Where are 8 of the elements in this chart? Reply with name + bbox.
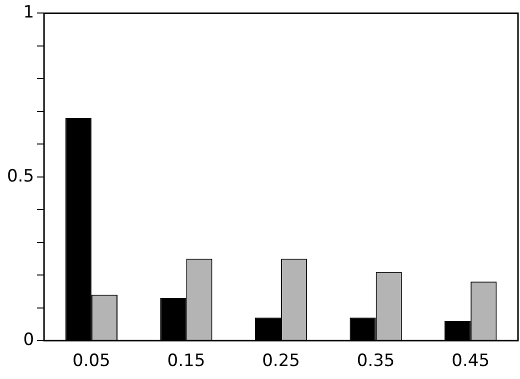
x-tick-label: 0.25 bbox=[262, 351, 300, 372]
y-tick-label: 1 bbox=[23, 2, 34, 23]
x-tick-label: 0.15 bbox=[167, 351, 206, 372]
y-tick-label: 0 bbox=[23, 330, 34, 350]
y-tick-label: 0.5 bbox=[6, 166, 34, 186]
x-tick-label: 0.45 bbox=[452, 351, 490, 372]
x-tick-label: 0.05 bbox=[72, 351, 110, 372]
x-tick-label: 0.35 bbox=[356, 351, 395, 372]
